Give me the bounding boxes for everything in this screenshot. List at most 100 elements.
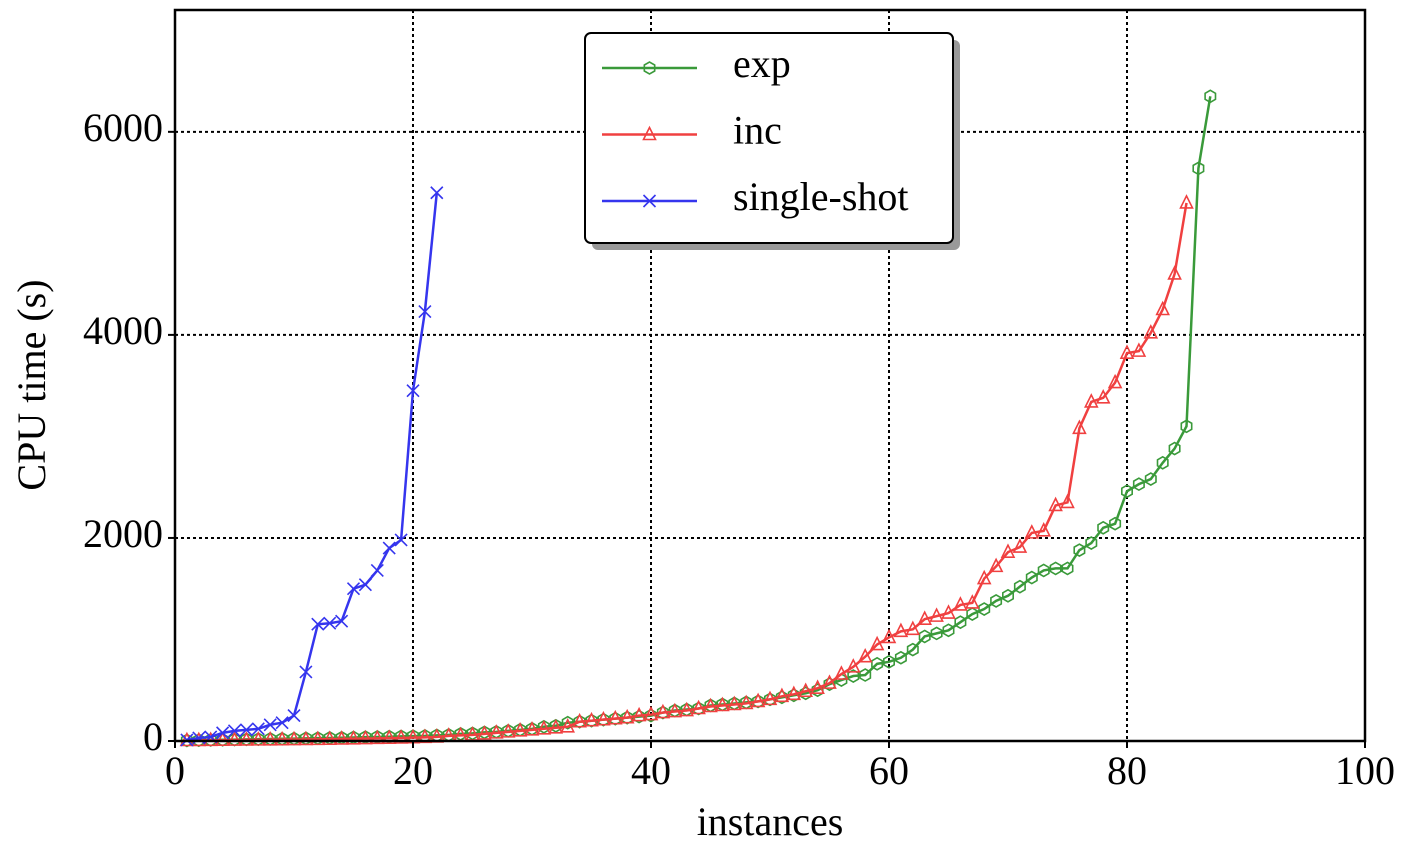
marker [1097,520,1110,535]
marker [810,679,825,695]
marker [524,721,540,736]
series-layer [179,89,1217,748]
marker [1119,344,1135,359]
marker [298,730,314,746]
marker [893,622,909,638]
marker [585,713,598,728]
marker [512,722,528,737]
marker [1025,570,1038,585]
x-tick-label: 20 [393,748,433,793]
marker [965,594,980,609]
marker [262,730,278,746]
legend-label: single-shot [733,174,909,219]
marker [715,696,730,712]
marker [216,726,230,740]
y-tick-label: 0 [143,714,163,759]
marker [346,582,361,596]
marker [798,682,813,698]
marker [966,607,979,622]
marker [942,623,955,638]
series-line [186,192,439,742]
legend-label: exp [733,41,791,86]
marker [619,708,635,724]
marker [548,719,564,734]
marker [738,694,754,710]
marker [679,701,694,717]
marker [774,687,790,703]
marker [631,706,647,722]
marker [430,186,444,200]
marker [1107,373,1123,389]
marker [643,61,656,75]
marker [406,384,420,398]
marker [752,694,765,709]
marker [335,614,349,628]
marker [370,729,385,745]
marker [358,578,372,592]
marker [1192,161,1205,176]
legend: exp inc single-shot [584,32,960,250]
marker [871,656,884,671]
marker [655,703,671,719]
marker [1012,538,1028,553]
marker [823,677,836,692]
marker [299,665,313,679]
marker [846,658,861,673]
marker [1072,419,1087,435]
marker [1000,543,1016,558]
marker [930,626,943,641]
x-tick-label: 0 [165,748,185,793]
marker [954,615,967,630]
marker [883,654,895,669]
marker [334,730,349,745]
marker [1155,300,1170,316]
legend-box [584,32,954,244]
marker [1084,393,1099,408]
marker [358,729,373,745]
marker [857,647,873,663]
marker [560,717,575,733]
marker [656,705,669,720]
marker [1180,419,1193,434]
marker [263,718,277,732]
marker [239,723,253,737]
marker [869,635,885,651]
marker [609,711,622,726]
marker [750,692,766,708]
marker [394,533,408,547]
y-tick-label: 2000 [83,511,163,556]
marker [1085,536,1098,550]
marker [418,304,432,319]
marker [990,593,1003,608]
marker [1121,484,1133,499]
marker [1048,496,1063,512]
marker [786,685,802,701]
marker [881,628,897,644]
marker [477,725,492,740]
marker [978,602,991,616]
marker [1013,579,1026,594]
marker [643,705,659,721]
marker [608,709,623,725]
marker [227,724,242,738]
marker [953,596,968,611]
marker [941,604,956,619]
plot-frame [173,8,1367,743]
marker [1168,441,1181,456]
marker [976,569,992,585]
marker [905,620,921,636]
marker [621,710,634,725]
marker [1073,543,1086,558]
marker [489,724,504,739]
marker [633,709,646,724]
marker [642,194,657,208]
marker [1179,194,1194,209]
marker [370,563,384,577]
marker [1109,516,1122,531]
marker [584,711,599,727]
marker [834,665,849,680]
marker [762,690,778,706]
marker [667,702,683,718]
marker [561,715,574,730]
